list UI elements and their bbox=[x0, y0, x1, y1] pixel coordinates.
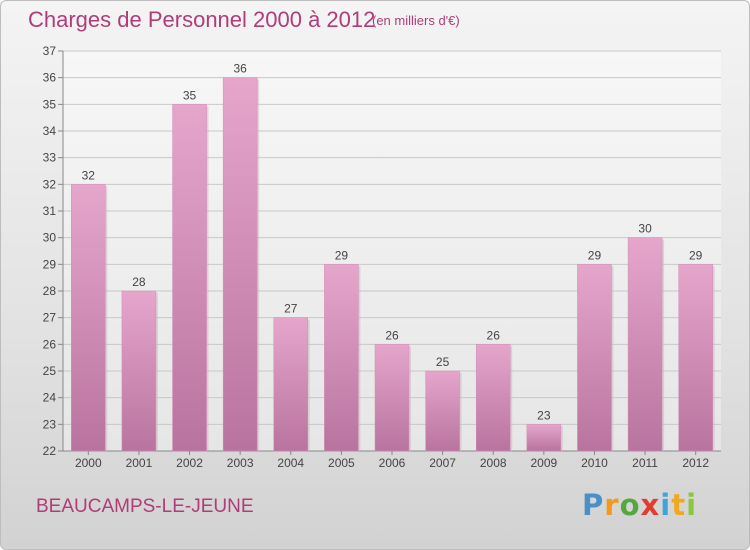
y-tick-label: 24 bbox=[43, 391, 57, 405]
x-tick-label: 2000 bbox=[75, 456, 102, 470]
bar bbox=[475, 344, 511, 452]
bar-value-label: 25 bbox=[436, 355, 450, 369]
x-tick-label: 2009 bbox=[530, 456, 557, 470]
bar bbox=[577, 264, 612, 452]
bar bbox=[273, 317, 309, 452]
y-tick-label: 37 bbox=[43, 44, 57, 58]
x-tick-label: 2006 bbox=[379, 456, 406, 470]
x-tick-label: 2008 bbox=[480, 456, 507, 470]
bar-value-label: 32 bbox=[82, 168, 96, 182]
bar-value-label: 29 bbox=[588, 248, 602, 262]
y-tick-label: 27 bbox=[43, 311, 57, 325]
bar-value-label: 26 bbox=[385, 328, 399, 342]
y-tick-label: 26 bbox=[43, 337, 57, 351]
bar-value-label: 23 bbox=[537, 408, 551, 422]
y-tick-label: 30 bbox=[43, 231, 57, 245]
x-tick-label: 2004 bbox=[277, 456, 304, 470]
bar bbox=[71, 184, 106, 452]
bar bbox=[678, 264, 713, 452]
logo-letter: r bbox=[604, 488, 620, 522]
logo-letter: i bbox=[660, 488, 672, 522]
logo-letter: o bbox=[619, 488, 641, 522]
bar bbox=[324, 264, 359, 452]
bar-value-label: 35 bbox=[183, 88, 197, 102]
x-tick-label: 2005 bbox=[328, 456, 355, 470]
bar-value-label: 36 bbox=[233, 62, 247, 76]
bar-value-label: 26 bbox=[487, 328, 501, 342]
bar-value-label: 29 bbox=[689, 248, 703, 262]
commune-name: BEAUCAMPS-LE-JEUNE bbox=[36, 496, 254, 517]
x-tick-label: 2010 bbox=[581, 456, 608, 470]
y-tick-label: 34 bbox=[43, 124, 57, 138]
x-tick-label: 2007 bbox=[429, 456, 456, 470]
logo-letter: P bbox=[582, 488, 605, 522]
bar-value-label: 28 bbox=[132, 275, 146, 289]
y-tick-label: 29 bbox=[43, 257, 57, 271]
y-tick-label: 28 bbox=[43, 284, 57, 298]
logo-letter: i bbox=[686, 488, 698, 522]
logo-letter: t bbox=[671, 488, 687, 522]
y-tick-label: 33 bbox=[43, 151, 57, 165]
y-tick-label: 35 bbox=[43, 97, 57, 111]
bar bbox=[121, 290, 157, 452]
bar bbox=[627, 237, 663, 452]
bar bbox=[425, 370, 460, 452]
bar bbox=[526, 424, 562, 452]
bar-value-label: 29 bbox=[335, 248, 349, 262]
bar bbox=[222, 77, 258, 452]
bar-value-label: 30 bbox=[638, 222, 652, 236]
x-tick-label: 2003 bbox=[227, 456, 254, 470]
chart-subtitle: (en milliers d'€) bbox=[372, 13, 460, 28]
x-tick-label: 2001 bbox=[126, 456, 153, 470]
y-tick-label: 31 bbox=[43, 204, 57, 218]
proxiti-logo: Proxiti bbox=[582, 488, 697, 522]
y-tick-label: 36 bbox=[43, 71, 57, 85]
x-tick-label: 2012 bbox=[682, 456, 709, 470]
bar-value-label: 27 bbox=[284, 302, 298, 316]
x-tick-label: 2011 bbox=[632, 456, 658, 470]
y-tick-label: 23 bbox=[43, 417, 57, 431]
x-tick-label: 2002 bbox=[176, 456, 203, 470]
chart-title: Charges de Personnel 2000 à 2012 bbox=[28, 7, 376, 32]
y-tick-label: 25 bbox=[43, 364, 57, 378]
logo-letter: x bbox=[640, 488, 661, 522]
y-tick-label: 32 bbox=[43, 177, 57, 191]
bar bbox=[374, 344, 410, 452]
bar bbox=[172, 104, 207, 452]
y-tick-label: 22 bbox=[43, 444, 57, 458]
